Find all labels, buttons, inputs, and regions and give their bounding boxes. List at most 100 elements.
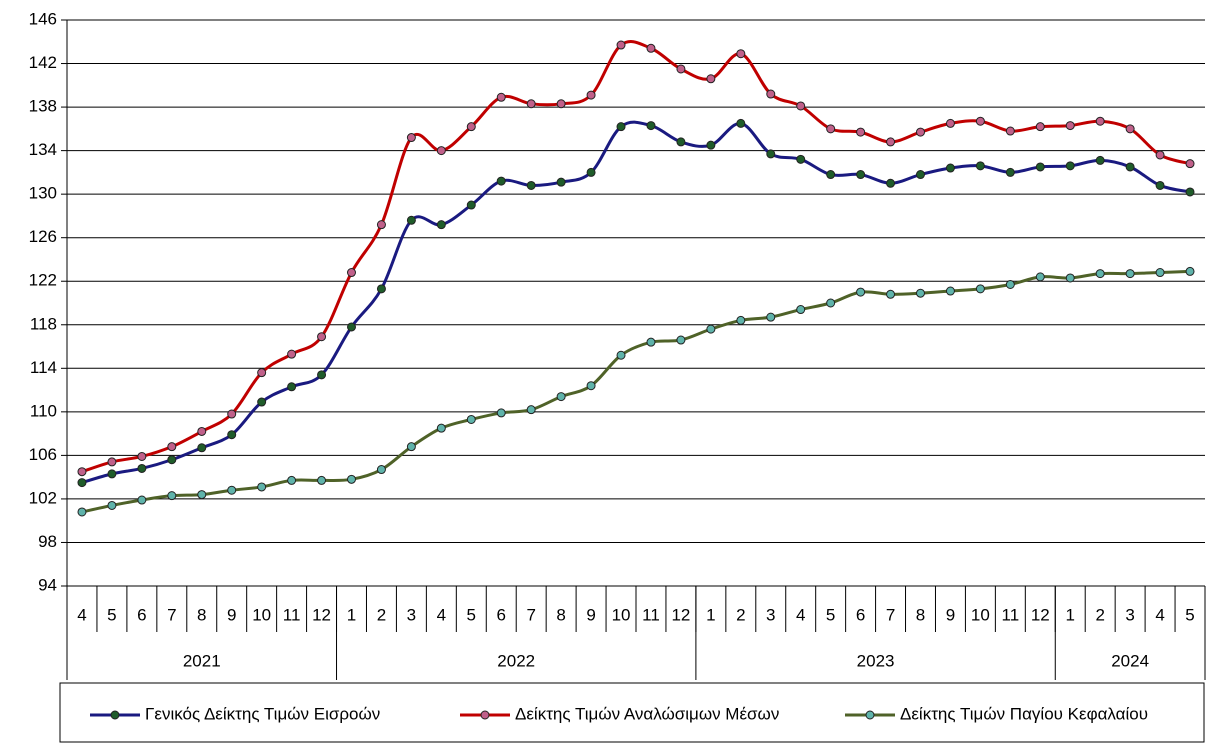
y-tick-label: 126 <box>29 227 57 246</box>
x-tick-label: 6 <box>497 605 506 624</box>
x-tick-label: 2 <box>1095 605 1104 624</box>
point <box>676 64 686 74</box>
point <box>706 74 716 84</box>
point <box>137 463 147 473</box>
point <box>406 133 416 143</box>
x-tick-label: 11 <box>1002 605 1020 624</box>
point <box>706 140 716 150</box>
x-tick-label: 3 <box>766 605 775 624</box>
point <box>107 500 117 510</box>
point <box>1125 269 1135 279</box>
x-tick-label: 10 <box>252 605 271 624</box>
point <box>736 118 746 128</box>
point <box>886 137 896 147</box>
point <box>257 368 267 378</box>
x-tick-label: 5 <box>826 605 835 624</box>
point <box>916 170 925 180</box>
x-tick-label: 1 <box>347 605 356 624</box>
point <box>526 405 536 415</box>
legend-label: Δείκτης Τιμών Αναλώσιμων Μέσων <box>515 704 779 723</box>
x-tick-label: 9 <box>586 605 595 624</box>
legend-marker <box>110 710 120 720</box>
x-tick-label: 11 <box>283 605 301 624</box>
x-tick-label: 12 <box>671 605 690 624</box>
year-label: 2023 <box>857 651 895 670</box>
point <box>1065 273 1075 283</box>
point <box>376 465 386 475</box>
point <box>796 305 806 315</box>
point <box>706 324 716 334</box>
point <box>1065 161 1075 171</box>
point <box>556 392 566 402</box>
point <box>1035 122 1045 132</box>
point <box>167 455 177 465</box>
point <box>167 442 177 452</box>
y-tick-label: 122 <box>29 271 57 290</box>
point <box>376 284 386 294</box>
series-line <box>81 40 1191 474</box>
y-tick-label: 130 <box>29 184 57 203</box>
point <box>1005 279 1015 289</box>
y-tick-label: 114 <box>30 358 57 377</box>
legend-box <box>59 682 1205 743</box>
point <box>586 167 596 177</box>
point <box>167 491 177 501</box>
y-tick-label: 146 <box>29 9 57 28</box>
x-tick-label: 6 <box>137 605 146 624</box>
y-tick-label: 102 <box>29 488 57 507</box>
point <box>616 40 626 50</box>
point <box>856 127 866 137</box>
point <box>1185 187 1195 197</box>
x-tick-label: 3 <box>407 605 416 624</box>
point <box>1155 268 1165 278</box>
x-tick-label: 4 <box>796 605 805 624</box>
point <box>826 298 836 308</box>
point <box>886 178 896 188</box>
point <box>287 382 297 392</box>
point <box>586 381 596 391</box>
x-tick-label: 4 <box>1155 605 1164 624</box>
x-tick-label: 9 <box>946 605 955 624</box>
legend-label: Γενικός Δείκτης Τιμών Εισροών <box>145 704 380 723</box>
point <box>376 220 386 230</box>
point <box>856 170 866 180</box>
point <box>77 507 87 517</box>
x-tick-label: 5 <box>1185 605 1194 624</box>
point <box>347 474 356 484</box>
point <box>436 423 446 433</box>
point <box>856 287 866 297</box>
x-tick-label: 11 <box>642 605 660 624</box>
point <box>646 337 656 347</box>
point <box>945 163 955 173</box>
point <box>526 99 536 109</box>
point <box>1125 162 1135 172</box>
point <box>676 137 686 147</box>
y-tick-label: 106 <box>29 445 57 464</box>
y-tick-label: 118 <box>30 314 57 333</box>
legend-label: Δείκτης Τιμών Παγίου Κεφαλαίου <box>900 704 1148 723</box>
x-tick-label: 8 <box>916 605 925 624</box>
point <box>556 177 566 187</box>
point <box>496 408 506 418</box>
x-tick-label: 5 <box>467 605 476 624</box>
point <box>317 475 327 485</box>
point <box>736 315 746 325</box>
y-tick-label: 138 <box>29 97 57 116</box>
point <box>1185 159 1195 169</box>
point <box>257 482 267 492</box>
point <box>1095 155 1105 165</box>
x-tick-label: 4 <box>77 605 86 624</box>
point <box>796 101 806 111</box>
point <box>107 457 117 467</box>
point <box>676 335 686 345</box>
point <box>1035 162 1045 172</box>
point <box>347 268 356 278</box>
point <box>466 122 476 132</box>
x-tick-label: 10 <box>612 605 631 624</box>
point <box>406 442 416 452</box>
x-tick-label: 5 <box>107 605 116 624</box>
point <box>227 485 237 495</box>
point <box>916 288 925 298</box>
point <box>886 289 896 299</box>
point <box>496 92 506 102</box>
